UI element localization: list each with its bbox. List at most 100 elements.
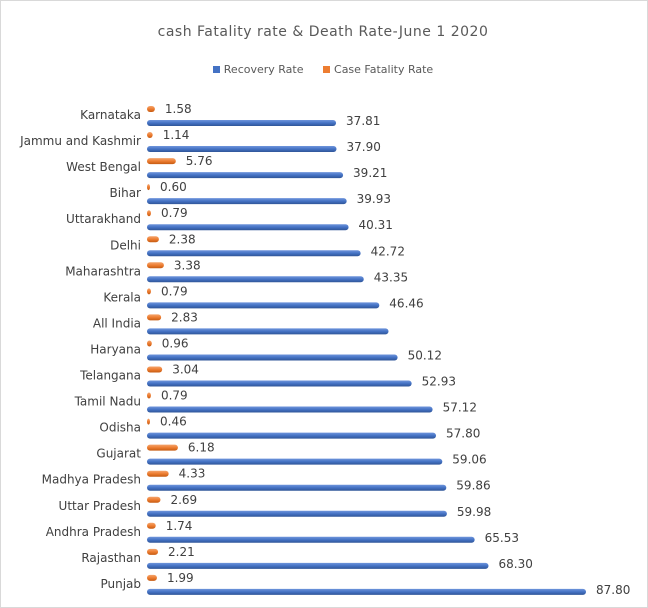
category-label-west-bengal: West Bengal bbox=[66, 160, 141, 174]
category-label-maharashtra: Maharashtra bbox=[65, 264, 141, 278]
category-label-uttar-pradesh: Uttar Pradesh bbox=[59, 499, 141, 513]
bar-recovery-odisha bbox=[147, 432, 436, 439]
bar-recovery-jammu-and-kashmir bbox=[147, 146, 337, 153]
bar-recovery-telangana bbox=[147, 380, 412, 387]
bar-fatality-karnataka bbox=[147, 106, 155, 112]
bar-fatality-bihar bbox=[147, 184, 150, 191]
value-label-fatality-karnataka: 1.58 bbox=[165, 102, 192, 116]
bar-fatality-all-india bbox=[147, 314, 162, 321]
value-label-recovery-tamil-nadu: 57.12 bbox=[443, 401, 477, 415]
value-label-recovery-andhra-pradesh: 65.53 bbox=[485, 531, 519, 545]
value-label-fatality-uttarakhand: 0.79 bbox=[161, 206, 188, 220]
bar-recovery-karnataka bbox=[147, 120, 337, 126]
category-label-kerala: Kerala bbox=[103, 290, 141, 304]
bar-fatality-jammu-and-kashmir bbox=[147, 132, 153, 139]
bar-fatality-andhra-pradesh bbox=[147, 522, 156, 529]
bar-fatality-telangana bbox=[147, 366, 163, 373]
value-label-recovery-punjab: 87.80 bbox=[596, 583, 630, 597]
bar-recovery-all-india bbox=[147, 328, 389, 335]
value-label-fatality-kerala: 0.79 bbox=[161, 284, 188, 298]
bar-recovery-kerala bbox=[147, 302, 380, 309]
value-label-recovery-maharashtra: 43.35 bbox=[374, 270, 408, 284]
bar-fatality-uttarakhand bbox=[147, 210, 151, 217]
bar-fatality-delhi bbox=[147, 236, 159, 243]
bar-fatality-tamil-nadu bbox=[147, 392, 151, 399]
value-label-recovery-haryana: 50.12 bbox=[408, 348, 442, 362]
bar-fatality-gujarat bbox=[147, 444, 178, 451]
value-label-fatality-maharashtra: 3.38 bbox=[174, 258, 201, 272]
category-label-uttarakhand: Uttarakhand bbox=[66, 212, 141, 226]
legend-swatch-recovery bbox=[212, 66, 220, 73]
bar-recovery-punjab bbox=[147, 588, 586, 595]
value-label-recovery-kerala: 46.46 bbox=[389, 296, 423, 310]
value-label-fatality-west-bengal: 5.76 bbox=[186, 154, 213, 168]
category-label-bihar: Bihar bbox=[110, 186, 142, 200]
category-label-andhra-pradesh: Andhra Pradesh bbox=[46, 525, 141, 539]
category-label-punjab: Punjab bbox=[100, 577, 141, 591]
value-label-fatality-uttar-pradesh: 2.69 bbox=[170, 493, 197, 507]
bar-recovery-tamil-nadu bbox=[147, 406, 433, 413]
bar-recovery-maharashtra bbox=[147, 276, 364, 283]
bar-recovery-haryana bbox=[147, 354, 398, 361]
value-label-recovery-uttar-pradesh: 59.98 bbox=[457, 505, 491, 519]
value-label-recovery-madhya-pradesh: 59.86 bbox=[456, 479, 490, 493]
category-label-haryana: Haryana bbox=[90, 342, 141, 356]
bar-recovery-gujarat bbox=[147, 458, 443, 465]
value-label-recovery-odisha: 57.80 bbox=[446, 427, 480, 441]
value-label-recovery-telangana: 52.93 bbox=[422, 375, 456, 389]
legend-swatch-fatality bbox=[323, 66, 331, 73]
value-label-fatality-tamil-nadu: 0.79 bbox=[161, 389, 188, 403]
value-label-recovery-karnataka: 37.81 bbox=[346, 114, 380, 128]
value-label-fatality-telangana: 3.04 bbox=[172, 363, 199, 377]
category-label-jammu-and-kashmir: Jammu and Kashmir bbox=[19, 134, 141, 148]
bar-fatality-rajasthan bbox=[147, 548, 159, 555]
value-label-recovery-uttarakhand: 40.31 bbox=[359, 218, 393, 232]
bar-fatality-uttar-pradesh bbox=[147, 496, 161, 503]
bar-recovery-west-bengal bbox=[147, 172, 344, 179]
bar-fatality-madhya-pradesh bbox=[147, 470, 169, 477]
category-label-telangana: Telangana bbox=[79, 369, 141, 383]
legend-item-recovery: Recovery Rate bbox=[212, 63, 304, 76]
bar-recovery-rajasthan bbox=[147, 562, 489, 569]
value-label-fatality-odisha: 0.46 bbox=[160, 415, 187, 429]
value-label-fatality-rajasthan: 2.21 bbox=[168, 545, 195, 559]
value-label-recovery-gujarat: 59.06 bbox=[452, 453, 486, 467]
legend-label-recovery: Recovery Rate bbox=[223, 63, 304, 76]
category-label-madhya-pradesh: Madhya Pradesh bbox=[42, 473, 141, 487]
category-label-delhi: Delhi bbox=[110, 238, 141, 252]
category-label-gujarat: Gujarat bbox=[96, 447, 141, 461]
value-label-fatality-gujarat: 6.18 bbox=[188, 441, 215, 455]
category-label-all-india: All India bbox=[93, 316, 141, 330]
value-label-recovery-jammu-and-kashmir: 37.90 bbox=[347, 140, 381, 154]
value-label-fatality-all-india: 2.83 bbox=[171, 310, 198, 324]
category-label-tamil-nadu: Tamil Nadu bbox=[74, 395, 141, 409]
value-label-fatality-madhya-pradesh: 4.33 bbox=[179, 467, 206, 481]
category-label-odisha: Odisha bbox=[99, 421, 141, 435]
bar-fatality-odisha bbox=[147, 418, 150, 425]
bar-recovery-madhya-pradesh bbox=[147, 484, 447, 491]
bar-recovery-uttarakhand bbox=[147, 224, 349, 231]
bar-recovery-andhra-pradesh bbox=[147, 536, 475, 543]
category-label-rajasthan: Rajasthan bbox=[81, 551, 141, 565]
legend-label-fatality: Case Fatality Rate bbox=[334, 63, 434, 76]
bar-recovery-uttar-pradesh bbox=[147, 510, 447, 517]
legend: Recovery Rate Case Fatality Rate bbox=[0, 63, 646, 76]
bar-fatality-maharashtra bbox=[147, 262, 164, 269]
bar-fatality-west-bengal bbox=[147, 158, 176, 165]
bar-fatality-haryana bbox=[147, 340, 152, 347]
value-label-fatality-delhi: 2.38 bbox=[169, 232, 196, 246]
value-label-fatality-andhra-pradesh: 1.74 bbox=[166, 519, 193, 533]
value-label-fatality-haryana: 0.96 bbox=[162, 336, 189, 350]
category-label-karnataka: Karnataka bbox=[80, 108, 141, 122]
legend-item-fatality: Case Fatality Rate bbox=[323, 63, 433, 76]
value-label-recovery-west-bengal: 39.21 bbox=[353, 166, 387, 180]
value-label-recovery-rajasthan: 68.30 bbox=[499, 557, 533, 571]
bar-recovery-bihar bbox=[147, 198, 347, 205]
bar-fatality-kerala bbox=[147, 288, 151, 295]
value-label-recovery-delhi: 42.72 bbox=[371, 244, 405, 258]
bar-recovery-delhi bbox=[147, 250, 361, 257]
value-label-fatality-jammu-and-kashmir: 1.14 bbox=[163, 128, 190, 142]
value-label-fatality-bihar: 0.60 bbox=[160, 180, 187, 194]
value-label-recovery-bihar: 39.93 bbox=[357, 192, 391, 206]
